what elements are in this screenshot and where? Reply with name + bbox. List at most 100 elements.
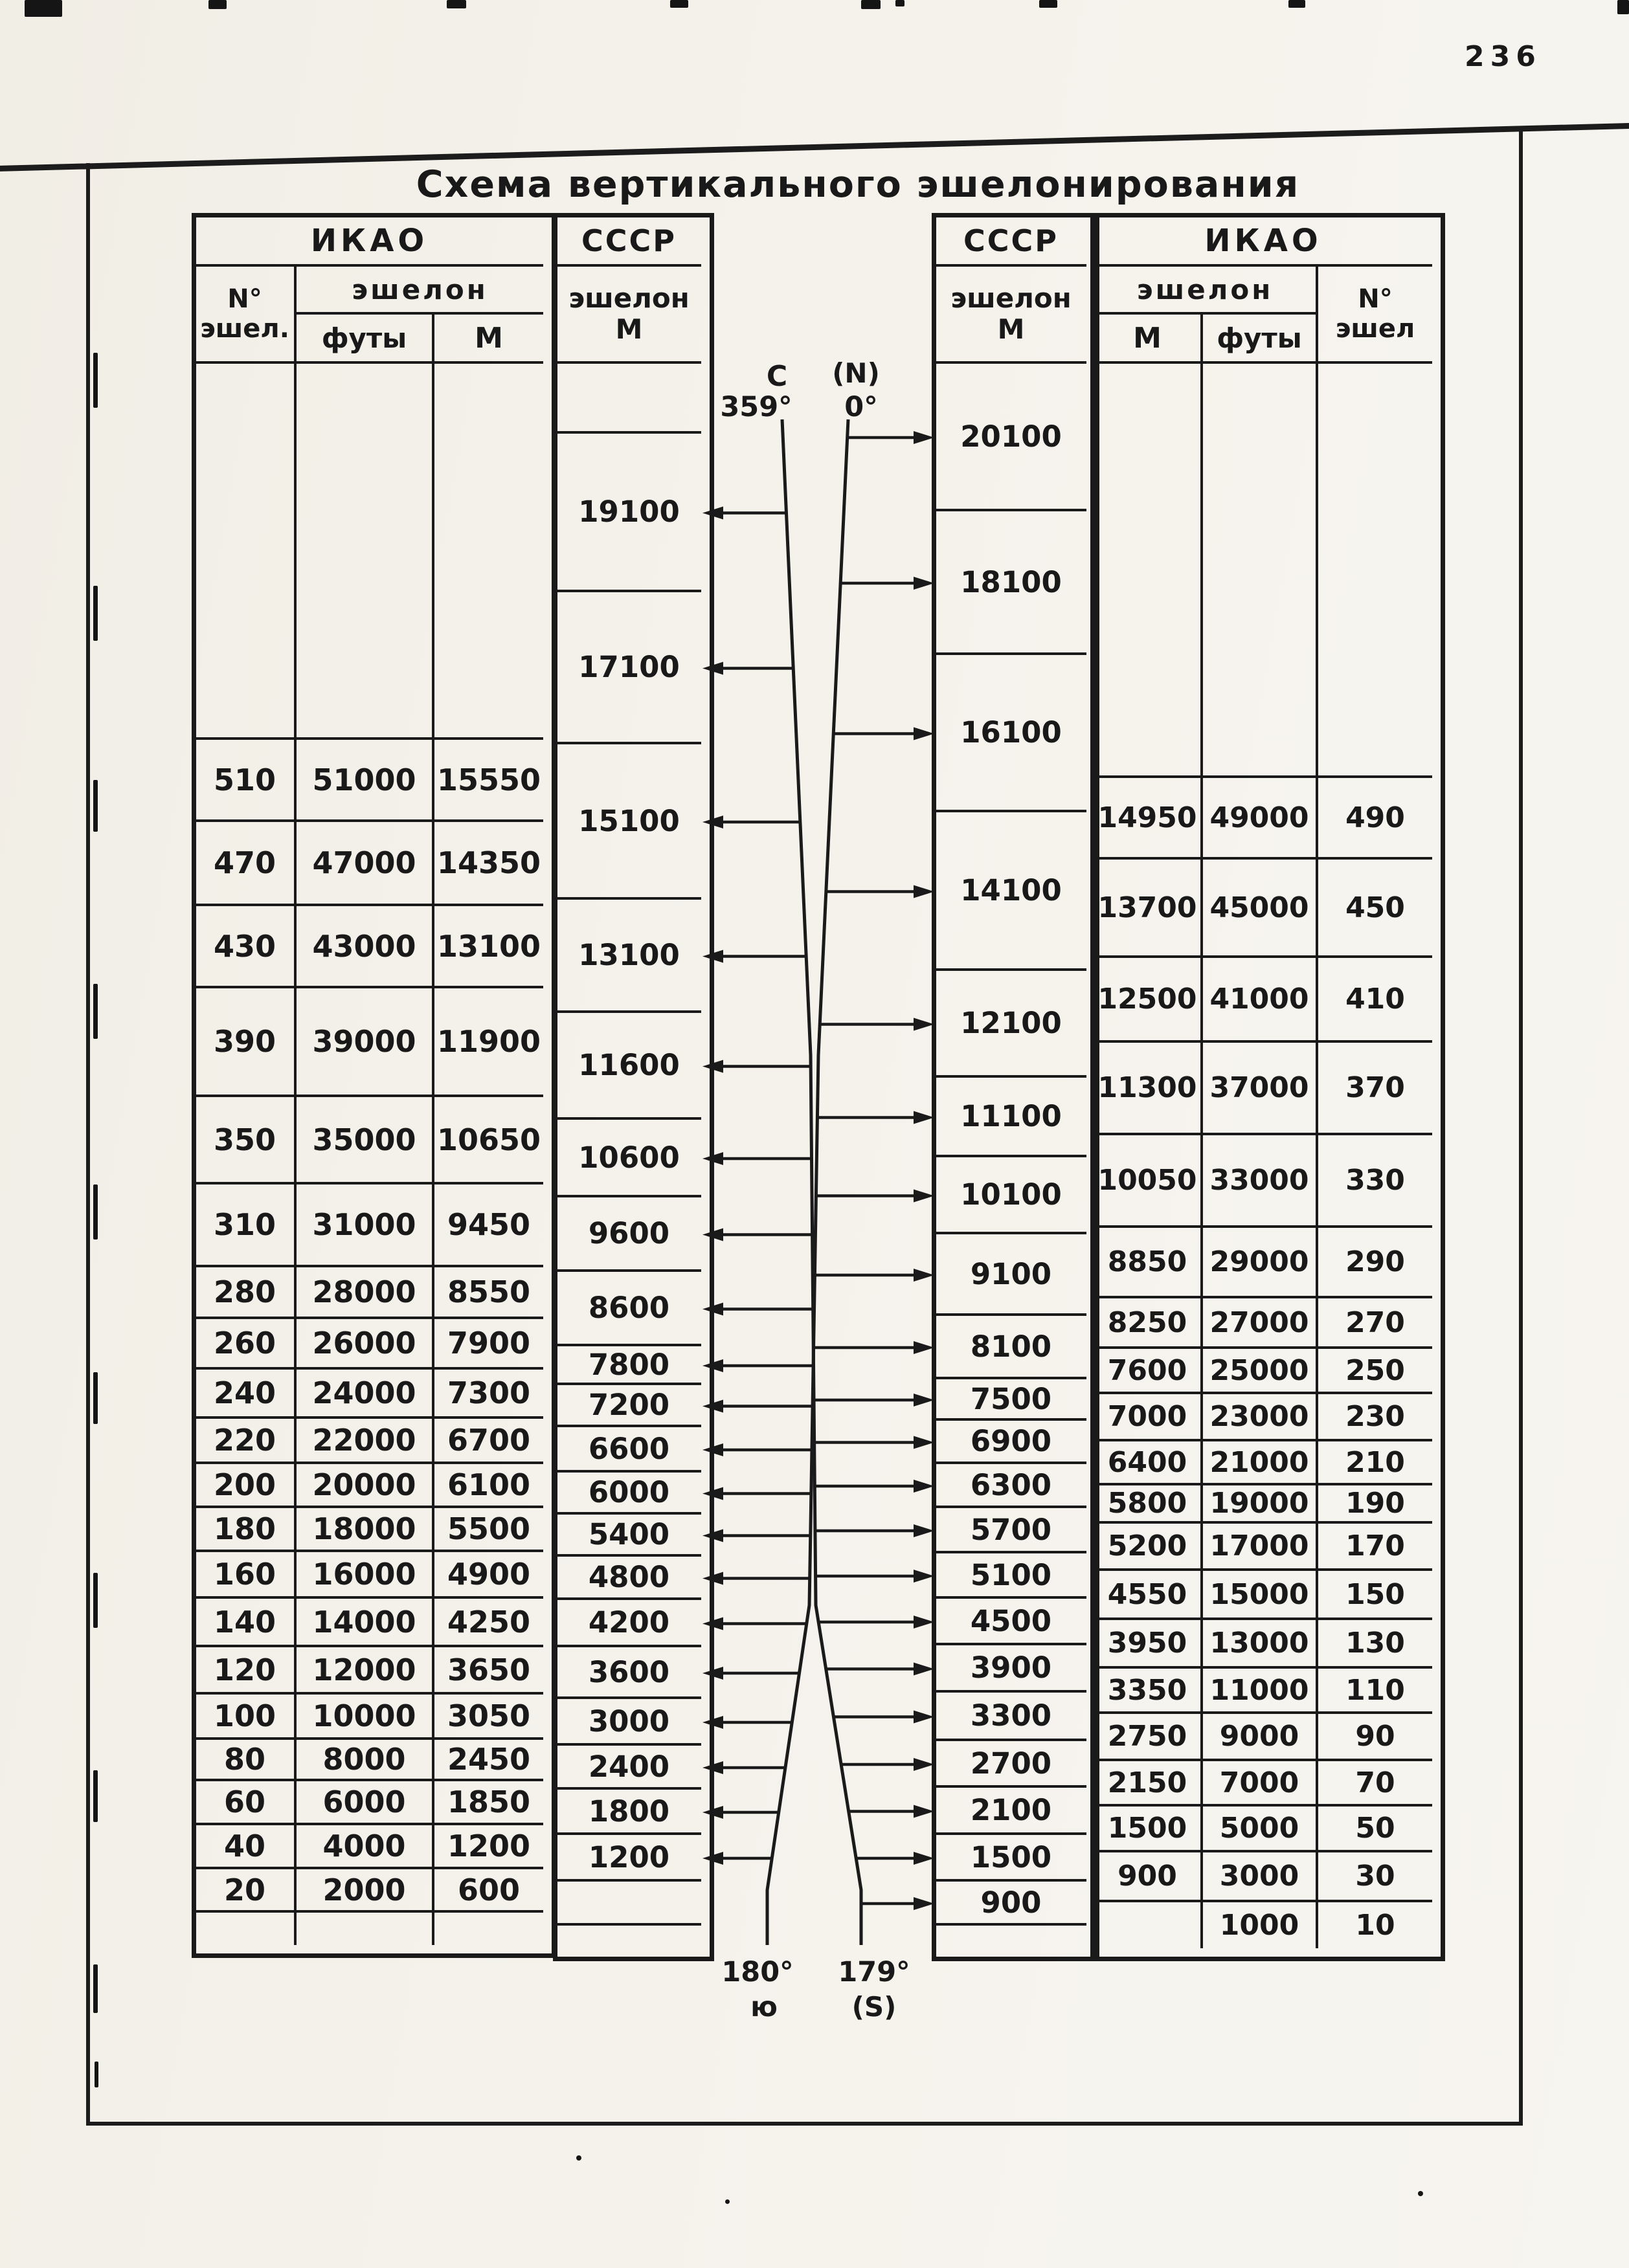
ussr-right-level-cell: 2700 <box>936 1741 1086 1788</box>
left-table-cell: 600 <box>434 1869 543 1913</box>
left-table-cell: 8550 <box>434 1267 543 1319</box>
ussr-left-level-cell: 1800 <box>557 1790 701 1835</box>
right-table-m-header: М <box>1094 315 1203 364</box>
right-table-cell: 3000 <box>1203 1852 1318 1902</box>
ussr-left-level-cell: 11600 <box>557 1013 701 1120</box>
right-table-cell: 210 <box>1318 1441 1432 1485</box>
right-table-cell: 6400 <box>1094 1441 1203 1485</box>
ussr-left-level-cell: 17100 <box>557 592 701 744</box>
left-table-cell <box>297 1913 434 1945</box>
left-table-cell: 20 <box>196 1869 297 1913</box>
right-table-cell: 330 <box>1318 1135 1432 1228</box>
left-table-cell: 40 <box>196 1825 297 1869</box>
left-table-cell: 2000 <box>297 1869 434 1913</box>
right-table-cell: 130 <box>1318 1620 1432 1669</box>
left-table-cell: 8000 <box>297 1740 434 1781</box>
left-table-cell: 6700 <box>434 1419 543 1464</box>
right-table-cell: 30 <box>1318 1852 1432 1902</box>
ussr-right-level-cell: 6900 <box>936 1421 1086 1464</box>
ussr-right-level-cell: 11100 <box>936 1078 1086 1157</box>
left-table-cell: 140 <box>196 1599 297 1647</box>
right-table-cell: 29000 <box>1203 1228 1318 1298</box>
right-table-cell: 4550 <box>1094 1571 1203 1620</box>
right-table-cell: 13000 <box>1203 1620 1318 1669</box>
scan-artifact <box>861 0 881 9</box>
left-table-cell: 430 <box>196 906 297 988</box>
right-table-cell: 25000 <box>1203 1349 1318 1394</box>
ussr-left-level-cell: 10600 <box>557 1120 701 1197</box>
left-table-org-header: ИКАО <box>196 217 543 267</box>
scan-artifact <box>1418 2191 1423 2196</box>
right-table-cell: 11000 <box>1203 1669 1318 1714</box>
ussr-right-level-cell: 6300 <box>936 1464 1086 1508</box>
left-table-cell: 2450 <box>434 1740 543 1781</box>
left-table-cell: 47000 <box>297 822 434 906</box>
no-header-line2: эшел. <box>200 314 289 344</box>
right-table-cell: 8250 <box>1094 1298 1203 1349</box>
ussr-left-level-cell: 2400 <box>557 1746 701 1790</box>
right-table-cell: 410 <box>1318 958 1432 1043</box>
left-table-cell: 5500 <box>434 1508 543 1552</box>
scan-artifact <box>25 0 62 17</box>
right-table-cell: 170 <box>1318 1524 1432 1571</box>
left-table-cell: 100 <box>196 1695 297 1740</box>
right-table-cell: 1000 <box>1203 1902 1318 1948</box>
left-table-cell: 310 <box>196 1184 297 1267</box>
right-table-cell: 49000 <box>1203 778 1318 860</box>
scan-artifact <box>93 984 98 1039</box>
ussr-right-level-cell: 9100 <box>936 1234 1086 1316</box>
right-table-cell: 14950 <box>1094 778 1203 860</box>
scan-artifact <box>93 1770 98 1822</box>
right-table-cell: 7600 <box>1094 1349 1203 1394</box>
right-table-cell: 19000 <box>1203 1485 1318 1524</box>
ussr-right-level-cell <box>936 1926 1086 1948</box>
ussr-left-level-cell <box>557 1926 701 1948</box>
left-table-cell: 3050 <box>434 1695 543 1740</box>
right-table-cell: 9000 <box>1203 1714 1318 1761</box>
right-table-cell: 70 <box>1318 1761 1432 1807</box>
left-table-cell: 260 <box>196 1319 297 1370</box>
right-table-cell: 150 <box>1318 1571 1432 1620</box>
left-table-cell: 24000 <box>297 1370 434 1419</box>
left-table-cell: 26000 <box>297 1319 434 1370</box>
left-table-cell: 11900 <box>434 988 543 1097</box>
left-table-cell: 220 <box>196 1419 297 1464</box>
left-table-no-header: N° эшел. <box>196 267 297 364</box>
right-table-cell: 490 <box>1318 778 1432 860</box>
right-table-cell: 15000 <box>1203 1571 1318 1620</box>
ussr-left-level-cell: 1200 <box>557 1835 701 1882</box>
left-table-feet-header: футы <box>297 315 434 364</box>
left-table-cell: 7300 <box>434 1370 543 1419</box>
ussr-right-level-cell: 7500 <box>936 1379 1086 1421</box>
scan-artifact <box>93 1372 98 1424</box>
compass-deg-179: 179° <box>838 1956 910 1988</box>
right-table-cell: 45000 <box>1203 860 1318 958</box>
right-table-cell: 13700 <box>1094 860 1203 958</box>
ussr-right-level-cell: 5100 <box>936 1553 1086 1599</box>
right-table-cell: 8850 <box>1094 1228 1203 1298</box>
right-table-cell: 2750 <box>1094 1714 1203 1761</box>
ussr-right-level-cell: 3900 <box>936 1645 1086 1693</box>
left-table-cell: 80 <box>196 1740 297 1781</box>
ussr-right-level-cell: 900 <box>936 1882 1086 1926</box>
ussr-right-level-cell: 12100 <box>936 971 1086 1078</box>
right-table-cell: 21000 <box>1203 1441 1318 1485</box>
scan-artifact <box>576 2155 581 2161</box>
frame-bottom <box>86 2122 1523 2126</box>
level-header-line1: эшелон <box>950 282 1072 314</box>
ussr-left-level-cell: 6600 <box>557 1427 701 1473</box>
ussr-right-level-cell: 2100 <box>936 1788 1086 1835</box>
scan-artifact <box>95 2062 98 2087</box>
right-table-cell: 5200 <box>1094 1524 1203 1571</box>
left-table-cell: 15550 <box>434 740 543 822</box>
left-table-cell: 280 <box>196 1267 297 1319</box>
right-table-cell: 41000 <box>1203 958 1318 1043</box>
ussr-right-level-cell: 10100 <box>936 1157 1086 1234</box>
compass-deg-180: 180° <box>721 1956 794 1988</box>
left-table-cell: 14350 <box>434 822 543 906</box>
right-table-cell <box>1203 364 1318 778</box>
ussr-right-level-cell: 5700 <box>936 1508 1086 1553</box>
right-table-cell: 370 <box>1318 1043 1432 1135</box>
right-table-cell: 17000 <box>1203 1524 1318 1571</box>
